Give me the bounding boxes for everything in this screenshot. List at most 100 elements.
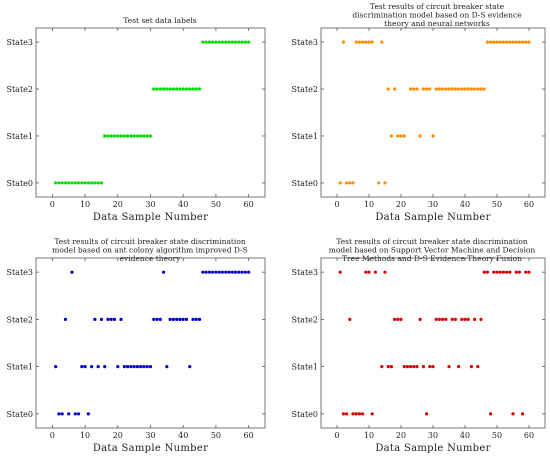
panel-3-data-point: [233, 270, 238, 274]
panel-3-data-point: [227, 270, 231, 274]
panel-3-data-point: [201, 270, 205, 274]
panel-2-y-tick-label-state0: State0: [291, 179, 318, 188]
panel-4-data-point: [501, 270, 505, 274]
panel-2-data-point: [450, 87, 454, 91]
panel-4-data-point: [431, 365, 435, 369]
panel-2-data-point: [473, 87, 477, 91]
panel-2-data-point: [501, 40, 505, 44]
panel-3-y-tick-label-state1: State1: [6, 363, 33, 372]
panel-2-data-point: [409, 87, 413, 91]
panel-2-data-point: [354, 40, 358, 44]
panel-4-data-point: [521, 412, 525, 416]
panel-2-data-point: [396, 134, 400, 138]
panel-2-x-tick-label: 50: [492, 200, 502, 209]
panel-2-data-point: [463, 87, 467, 91]
panel-3-x-tick-label: 20: [113, 431, 123, 440]
panel-4-data-point: [466, 317, 470, 321]
panel-2-data-point: [466, 87, 470, 91]
panel-2-data-point: [351, 181, 355, 185]
panel-4-plot-frame: [320, 257, 546, 429]
panel-2-data-point: [514, 40, 518, 44]
panel-3-data-point: [240, 270, 244, 274]
panel-1-data-point: [217, 40, 221, 44]
panel-1-data-point: [109, 134, 113, 138]
panel-4-data-point: [412, 365, 416, 369]
panel-3-data-point: [184, 317, 189, 321]
panel-4-data-point: [345, 412, 349, 416]
panel-1-data-point: [243, 40, 247, 44]
panel-3-data-point: [106, 317, 110, 321]
panel-4-data-point: [505, 270, 509, 274]
panel-2-data-point: [469, 87, 473, 91]
panel-2-data-point: [357, 40, 361, 44]
panel-2-x-axis-label: Data Sample Number: [375, 212, 490, 223]
panel-1-x-tick-label: 0: [50, 200, 55, 209]
panel-2-data-point: [527, 40, 531, 44]
panel-4-data-point: [341, 412, 345, 416]
panel-3-data-point: [70, 270, 74, 274]
panel-1-data-point: [90, 181, 94, 185]
panel-1-x-tick-label: 60: [244, 200, 254, 209]
panel-3-data-point: [83, 365, 87, 369]
panel-3-data-point: [135, 365, 140, 369]
panel-2-data-point: [447, 87, 451, 91]
panel-3-data-point: [161, 270, 166, 274]
panel-4-data-point: [437, 317, 441, 321]
panel-3-data-point: [243, 270, 247, 274]
panel-2-data-point: [511, 40, 515, 44]
panel-2-data-point: [386, 87, 390, 91]
panel-1-data-point: [142, 134, 146, 138]
panel-2-data-point: [505, 40, 509, 44]
panel-3-data-point: [126, 365, 130, 369]
panel-1-data-point: [214, 40, 218, 44]
panel-3-y-tick-label-state2: State2: [6, 315, 33, 324]
panel-3-data-point: [142, 365, 146, 369]
panel-2-data-point: [361, 40, 365, 44]
panel-2-data-point: [460, 87, 464, 91]
panel-4-data-point: [402, 365, 406, 369]
panel-4-data-point: [527, 270, 531, 274]
panel-3-data-point: [230, 270, 234, 274]
panel-3-data-point: [67, 412, 71, 416]
panel-3-data-point: [165, 365, 169, 369]
panel-1-data-point: [188, 87, 192, 91]
panel-1-data-point: [148, 134, 153, 138]
panel-2-data-point: [348, 181, 352, 185]
panel-1-data-point: [73, 181, 77, 185]
panel-4-x-tick-label: 20: [396, 431, 406, 440]
panel-2-x-tick-label: 0: [334, 200, 339, 209]
panel-1-data-point: [171, 87, 175, 91]
panel-3-data-point: [197, 317, 202, 321]
panel-2-data-point: [338, 181, 342, 185]
panel-4-y-tick-label-state0: State0: [291, 410, 318, 419]
panel-1-data-point: [211, 40, 215, 44]
panel-3-data-point: [99, 317, 104, 321]
panel-1-data-point: [96, 181, 100, 185]
panel-3-data-point: [122, 365, 126, 369]
panel-1-data-point: [57, 181, 61, 185]
panel-1-title: Test set data labels: [123, 16, 196, 25]
panel-4-x-axis-label: Data Sample Number: [375, 443, 490, 454]
panel-3-data-point: [63, 317, 68, 321]
panel-4-x-tick-label: 10: [364, 431, 374, 440]
panel-4-data-point: [463, 317, 467, 321]
panel-2-data-point: [457, 87, 461, 91]
panel-4-data-point: [434, 317, 438, 321]
panel-1-data-point: [175, 87, 179, 91]
panel-4-data-point: [364, 270, 368, 274]
panel-3-data-point: [60, 412, 64, 416]
panel-1-data-point: [60, 181, 64, 185]
panel-2-data-point: [380, 40, 384, 44]
panel-4-data-point: [386, 365, 390, 369]
panel-3-data-point: [86, 412, 90, 416]
panel-3-data-point: [145, 365, 149, 369]
panel-2-y-tick-label-state2: State2: [291, 85, 318, 94]
panel-1-x-tick-label: 40: [178, 200, 188, 209]
panel-3-data-point: [57, 412, 61, 416]
panel-1-data-point: [122, 134, 126, 138]
panel-1-data-point: [145, 134, 149, 138]
panel-1-data-point: [197, 87, 202, 91]
panel-2-data-point: [437, 87, 441, 91]
panel-1-data-point: [191, 87, 195, 91]
